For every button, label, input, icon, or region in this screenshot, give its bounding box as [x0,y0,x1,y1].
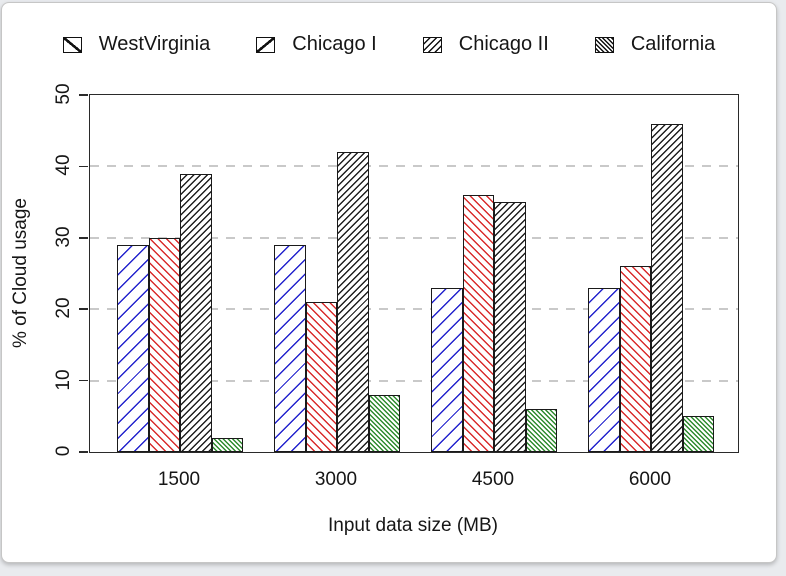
y-tick-30 [79,237,88,239]
y-tick-0 [79,451,88,453]
y-tick-label-30: 30 [53,226,74,248]
bar-chicago-i-6000 [619,266,651,452]
bar-california-1500 [211,437,243,452]
y-tick-40 [79,165,88,168]
bar-westvirginia-1500 [117,244,149,452]
bar-westvirginia-3000 [274,244,306,452]
gridline-30 [90,236,738,239]
bar-chicago-ii-6000 [651,123,683,452]
legend-swatch-chicago-1-icon [256,36,276,53]
bar-california-6000 [682,416,714,452]
y-tick-10 [79,379,88,382]
bar-chicago-ii-4500 [494,202,526,452]
legend-item-westvirginia: WestVirginia [62,33,211,56]
bar-chicago-i-1500 [148,237,180,452]
legend-label-chicago-2: Chicago II [458,33,549,55]
legend-swatch-chicago-2-icon [422,36,442,53]
y-axis-title: % of Cloud usage [10,198,31,348]
bar-chicago-ii-3000 [337,152,369,452]
y-tick-label-0: 0 [53,445,74,457]
legend-item-california: California [594,33,716,56]
y-tick-label-40: 40 [53,154,74,176]
legend-item-chicago-1: Chicago I [256,33,377,56]
gridline-40 [90,165,738,168]
bar-california-3000 [368,394,400,452]
gridline-20 [90,308,738,311]
legend-swatch-westvirginia-icon [62,36,82,53]
x-tick-label-3000: 3000 [314,469,358,490]
y-tick-20 [79,308,88,310]
y-tick-50 [79,94,88,96]
y-tick-label-10: 10 [53,369,74,391]
x-tick-label-1500: 1500 [157,469,201,490]
bar-chicago-i-3000 [305,302,337,452]
legend-item-chicago-2: Chicago II [422,33,549,56]
x-tick-label-4500: 4500 [471,469,515,490]
legend-label-chicago-1: Chicago I [292,33,377,55]
bar-chicago-i-4500 [462,194,494,452]
chart-legend: WestVirginia Chicago I Chicago II Califo… [2,33,776,56]
x-axis-title: Input data size (MB) [327,515,499,536]
bar-westvirginia-4500 [431,287,463,452]
bar-westvirginia-6000 [588,287,620,452]
y-tick-label-20: 20 [53,297,74,319]
y-tick-label-50: 50 [53,83,74,105]
bar-california-4500 [525,409,557,452]
plot-area [79,94,739,453]
x-tick-label-6000: 6000 [628,469,672,490]
legend-label-westvirginia: WestVirginia [98,33,211,55]
legend-label-california: California [630,33,716,55]
legend-swatch-california-icon [594,36,614,53]
bar-chicago-ii-1500 [180,173,212,452]
chart-card: WestVirginia Chicago I Chicago II Califo… [1,2,777,563]
gridline-10 [90,379,738,382]
